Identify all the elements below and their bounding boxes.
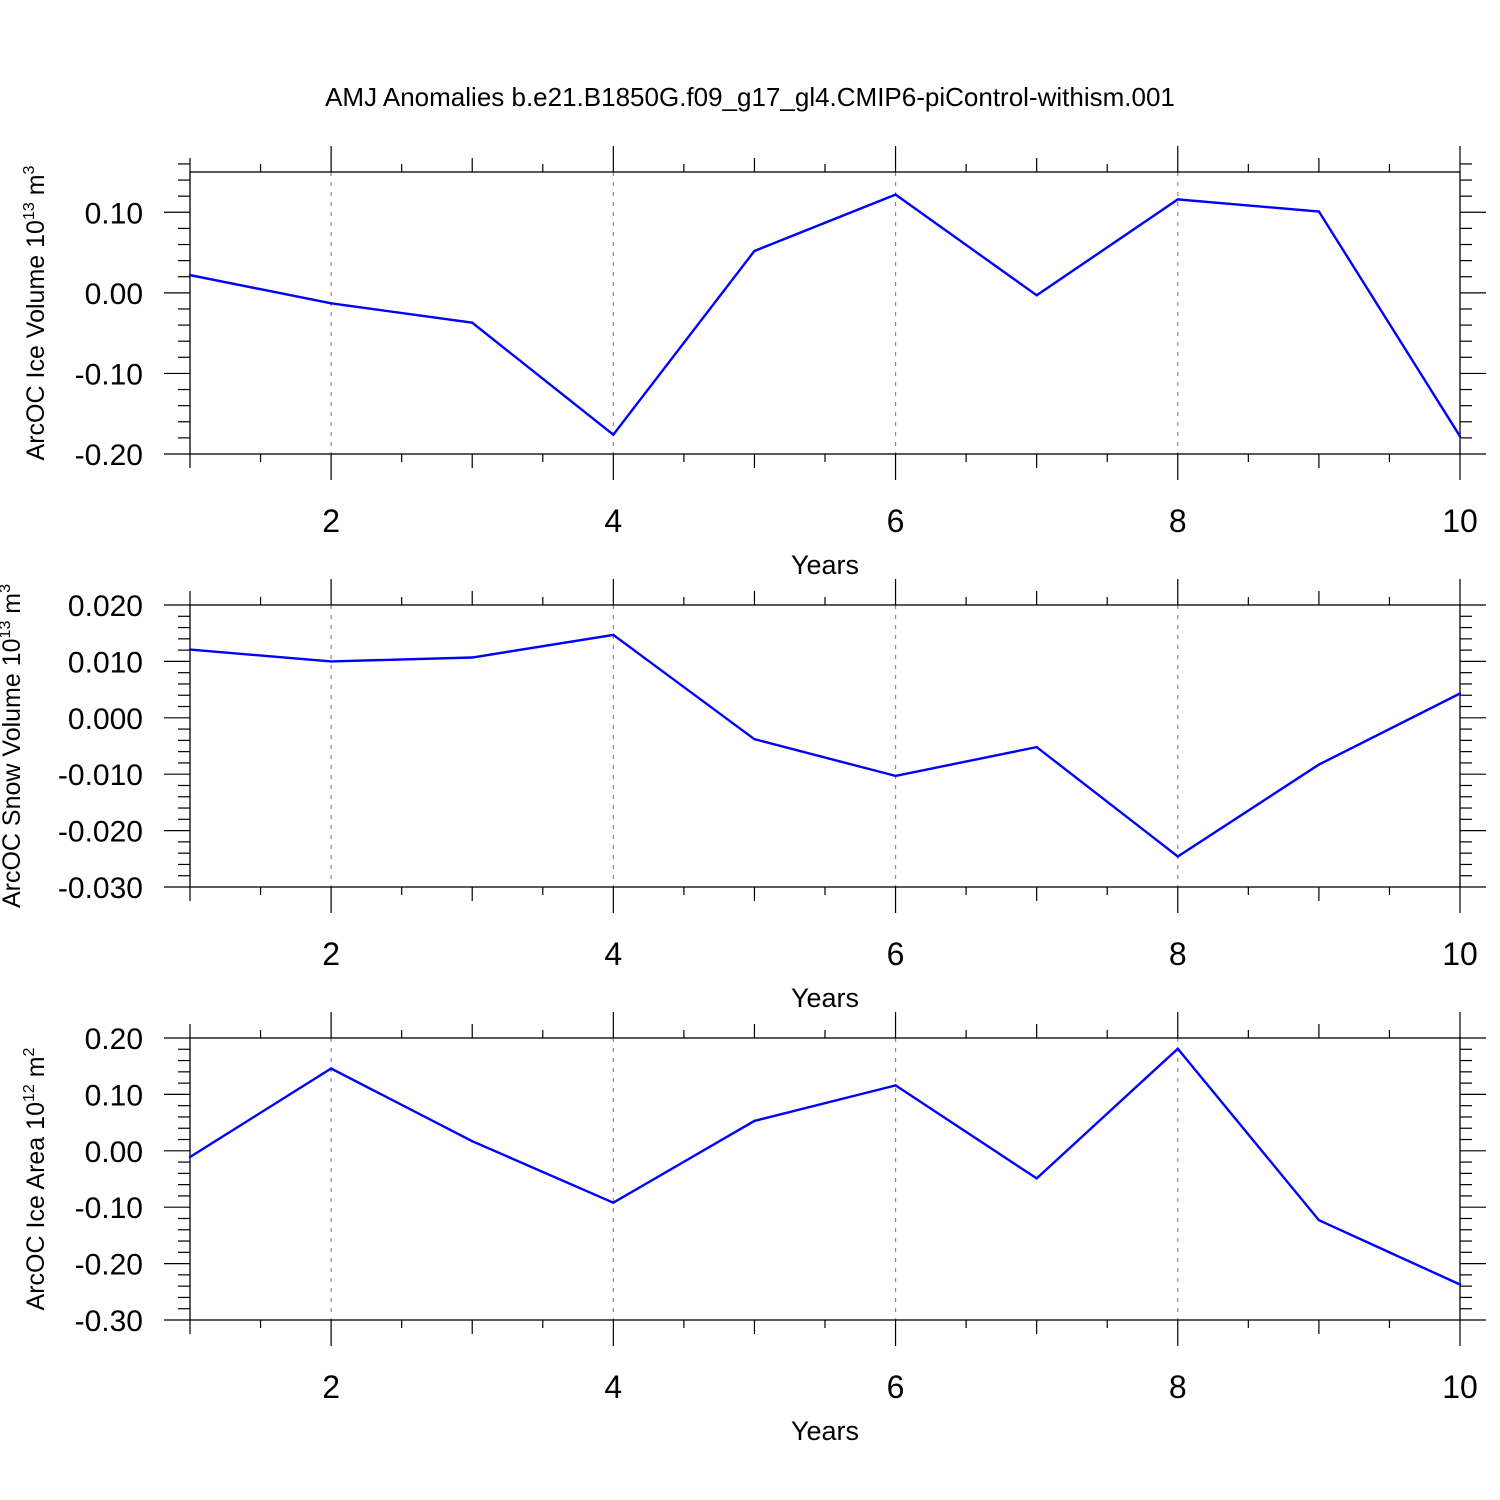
x-axis-title: Years	[791, 983, 859, 1013]
y-tick-label: 0.10	[85, 1079, 143, 1112]
data-point	[471, 1140, 474, 1143]
data-point	[188, 648, 192, 651]
series-line	[190, 193, 1460, 437]
data-point	[1458, 1283, 1462, 1286]
data-point	[612, 433, 615, 436]
data-point	[753, 249, 756, 253]
data-point	[329, 302, 333, 305]
data-point	[1035, 745, 1038, 749]
data-point	[1176, 855, 1179, 858]
y-tick-label: -0.010	[58, 759, 143, 792]
x-tick-label: 2	[322, 936, 340, 972]
y-axis-title: ArcOC Snow Volume 1013 m3	[0, 584, 26, 908]
x-tick-label: 4	[604, 1369, 622, 1405]
chart-title: AMJ Anomalies b.e21.B1850G.f09_g17_gl4.C…	[325, 82, 1175, 112]
y-tick-label: -0.10	[75, 1192, 143, 1225]
data-point	[188, 1155, 192, 1159]
y-tick-label: 0.010	[68, 646, 143, 679]
x-tick-label: 2	[322, 503, 340, 539]
data-point	[1458, 692, 1462, 695]
x-tick-label: 6	[887, 1369, 905, 1405]
x-axis-title: Years	[791, 550, 859, 580]
data-point	[471, 321, 474, 324]
data-point	[894, 774, 897, 778]
data-point	[753, 738, 756, 741]
y-tick-label: -0.030	[58, 872, 143, 905]
data-point	[894, 193, 897, 196]
y-tick-label: 0.00	[85, 278, 143, 311]
y-tick-label: -0.20	[75, 439, 143, 472]
x-tick-label: 6	[887, 503, 905, 539]
x-axis-title: Years	[791, 1416, 859, 1446]
x-tick-label: 10	[1442, 936, 1478, 972]
y-tick-label: 0.10	[85, 197, 143, 230]
y-tick-label: -0.20	[75, 1249, 143, 1282]
x-tick-label: 4	[604, 503, 622, 539]
data-point	[612, 633, 615, 637]
x-tick-label: 8	[1169, 936, 1187, 972]
y-axis-title: ArcOC Ice Volume 1013 m3	[21, 165, 50, 460]
data-point	[753, 1119, 756, 1123]
y-tick-label: -0.30	[75, 1305, 143, 1338]
data-point	[1035, 1177, 1038, 1180]
x-tick-label: 4	[604, 936, 622, 972]
x-tick-label: 2	[322, 1369, 340, 1405]
data-point	[329, 660, 333, 663]
data-point	[1035, 294, 1038, 297]
data-point	[329, 1067, 333, 1070]
data-point	[1317, 1218, 1321, 1222]
series-line	[190, 633, 1460, 858]
data-point	[1317, 210, 1321, 213]
chart-panel-3: -0.30 -0.20 -0.10 0.00 0.10 0.20 2 4 6 8 10 Years Ar…	[21, 1012, 1486, 1446]
data-point	[612, 1201, 615, 1204]
data-point	[894, 1084, 897, 1087]
y-tick-label: -0.10	[75, 358, 143, 391]
x-tick-label: 10	[1442, 1369, 1478, 1405]
series-line	[190, 1046, 1460, 1286]
data-point	[1176, 198, 1179, 201]
data-point	[1458, 435, 1462, 438]
data-point	[471, 656, 474, 659]
x-tick-label: 6	[887, 936, 905, 972]
x-tick-label: 10	[1442, 503, 1478, 539]
chart-panel-2: -0.030 -0.020 -0.010 0.000 0.010 0.020 2 4 6 8 10 Y…	[0, 579, 1486, 1013]
y-tick-label: 0.00	[85, 1136, 143, 1169]
y-tick-label: 0.000	[68, 703, 143, 736]
x-tick-label: 8	[1169, 503, 1187, 539]
x-tick-label: 8	[1169, 1369, 1187, 1405]
data-point	[1176, 1047, 1179, 1050]
y-tick-label: 0.020	[68, 590, 143, 623]
chart-panel-1: -0.20 -0.10 0.00 0.10 2 4 6 8 10 Years ArcOC Ice V…	[21, 146, 1486, 580]
data-point	[188, 273, 192, 277]
y-tick-label: -0.020	[58, 816, 143, 849]
y-axis-title: ArcOC Ice Area 1012 m2	[21, 1047, 50, 1310]
panels: -0.20 -0.10 0.00 0.10 2 4 6 8 10 Years ArcOC Ice V…	[0, 146, 1486, 1446]
y-tick-label: 0.20	[85, 1023, 143, 1056]
data-point	[1317, 763, 1321, 766]
